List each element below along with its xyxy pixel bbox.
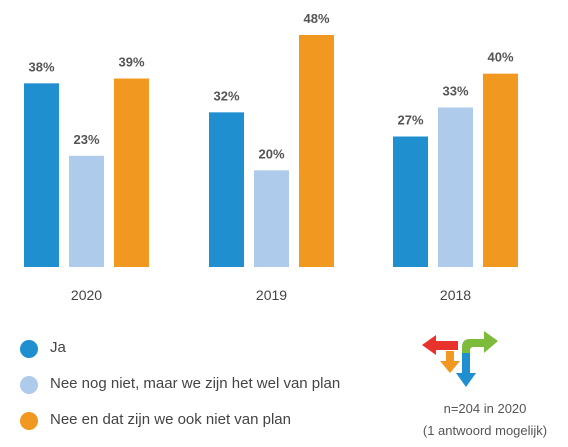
sample-size-text: n=204 in 2020	[443, 401, 527, 416]
sample-note: n=204 in 2020 (1 antwoord mogelijk)	[410, 398, 560, 442]
data-label: 27%	[397, 113, 423, 128]
orange-arrow-shape	[440, 351, 460, 373]
green-arrow-shape	[462, 331, 498, 359]
answer-note-text: (1 antwoord mogelijk)	[422, 423, 548, 438]
data-label: 38%	[28, 59, 54, 74]
bar-2018-series-1	[438, 107, 473, 267]
data-label: 20%	[258, 146, 284, 161]
red-arrow-shape	[422, 335, 458, 355]
bar-chart: 38% 23% 39% 2020 32% 20% 48% 2019 27% 33% 40% 2018	[24, 11, 518, 303]
bar-2018-series-2	[483, 73, 518, 268]
bar-2020-series-2	[114, 78, 149, 267]
legend-swatch	[20, 376, 38, 394]
bar-2020-series-1	[69, 155, 104, 267]
data-label: 40%	[487, 50, 513, 65]
legend-label: Nee nog niet, maar we zijn het wel van p…	[50, 375, 341, 392]
data-label: 23%	[73, 132, 99, 147]
data-label: 33%	[442, 84, 468, 99]
data-label: 39%	[118, 55, 144, 70]
category-label: 2020	[71, 287, 102, 303]
legend-swatch	[20, 412, 38, 430]
legend-swatch	[20, 340, 38, 358]
bar-2019-series-0	[209, 112, 244, 267]
bar-2019-series-1	[254, 170, 289, 267]
legend-label: Nee en dat zijn we ook niet van plan	[50, 411, 291, 428]
direction-arrows-icon	[422, 331, 498, 387]
category-label: 2019	[256, 287, 287, 303]
bar-2019-series-2	[299, 35, 334, 267]
data-label: 48%	[303, 11, 329, 26]
bar-2018-series-0	[393, 136, 428, 267]
data-label: 32%	[213, 88, 239, 103]
blue-arrow-shape	[456, 353, 476, 387]
bar-2020-series-0	[24, 83, 59, 267]
category-label: 2018	[440, 287, 471, 303]
legend-label: Ja	[50, 339, 66, 356]
